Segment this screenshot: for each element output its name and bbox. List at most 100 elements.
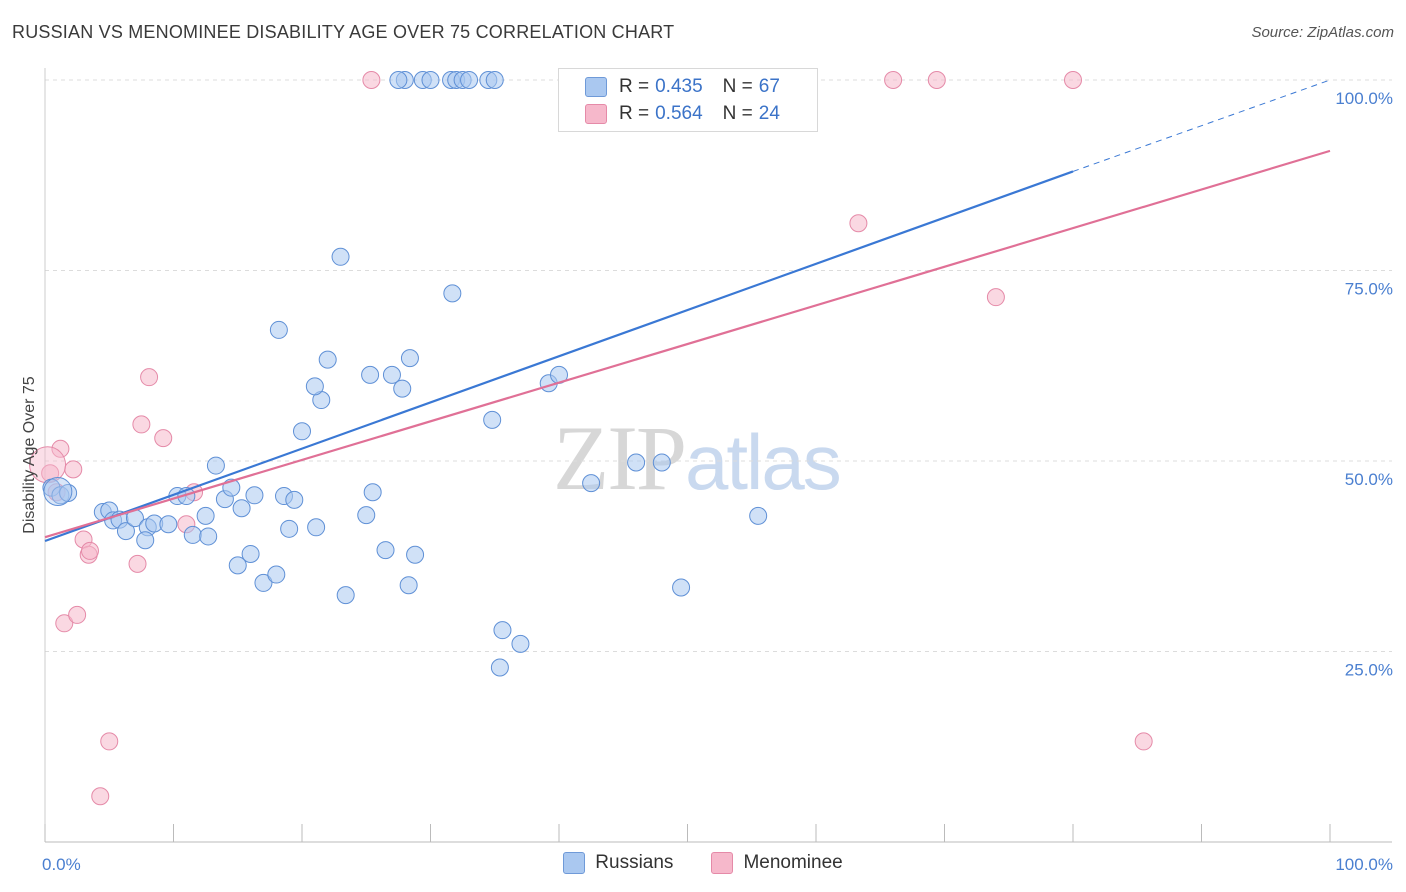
axes — [44, 68, 1392, 843]
source-label: Source: ZipAtlas.com — [1251, 24, 1394, 41]
russians-point — [400, 349, 419, 368]
russians-point — [399, 576, 418, 595]
russians-point — [460, 71, 479, 89]
russians-point — [269, 320, 288, 339]
legend-row-russians: R = 0.435 N = 67 — [585, 74, 780, 100]
russians-point — [206, 456, 225, 475]
menominee-point — [140, 368, 159, 387]
legend-r-value: 0.564 — [655, 103, 703, 124]
russians-point — [627, 453, 646, 472]
russians-point — [406, 545, 425, 564]
russians-point — [357, 506, 376, 525]
menominee-point — [128, 554, 147, 573]
menominee-point — [1134, 732, 1153, 751]
russians-point — [196, 506, 215, 525]
legend-n-value: 24 — [758, 103, 780, 124]
series-swatch-menominee — [711, 852, 734, 874]
russians-point — [267, 565, 286, 584]
russians-point — [159, 515, 178, 534]
russians-point — [307, 518, 326, 537]
russians-point — [652, 453, 671, 472]
russians-point — [43, 476, 73, 506]
russians-point — [361, 365, 380, 384]
russians-point — [254, 573, 273, 592]
menominee-point — [1064, 71, 1082, 89]
series-legend-russians: Russians — [563, 852, 673, 874]
russians-point — [305, 377, 324, 396]
russians-point — [443, 284, 462, 303]
trend-lines — [44, 79, 1331, 543]
legend-r-label: R = — [619, 103, 650, 124]
russians-point — [363, 483, 382, 502]
russians-point — [749, 506, 768, 525]
russians-point — [493, 621, 512, 640]
legend-n-value: 67 — [758, 76, 780, 97]
russians-point — [421, 71, 440, 89]
menominee-point — [91, 787, 110, 806]
legend-r-value: 0.435 — [655, 76, 703, 97]
menominee-trend-line — [44, 149, 1331, 539]
russians-point — [241, 544, 260, 563]
russians-trend-line — [44, 170, 1074, 543]
russians-point — [483, 410, 502, 429]
menominee-point — [132, 415, 151, 434]
series-legend-menominee: Menominee — [711, 852, 843, 874]
russians-point — [318, 350, 337, 369]
menominee-point — [362, 71, 381, 89]
menominee-point — [55, 614, 74, 633]
russians-point — [485, 71, 504, 89]
menominee-point — [986, 288, 1005, 307]
correlation-legend: R = 0.435 N = 67 R = 0.564 N = 24 — [558, 68, 818, 132]
chart-title: RUSSIAN VS MENOMINEE DISABILITY AGE OVER… — [12, 22, 675, 42]
y-tick-label: 100.0% — [1335, 89, 1393, 108]
russians-point — [136, 531, 155, 550]
legend-n-label: N = — [722, 76, 753, 97]
russians-point — [293, 422, 311, 441]
y-axis-label: Disability Age Over 75 — [21, 376, 38, 534]
russians-trend-extension — [1072, 79, 1331, 172]
russians-point — [245, 486, 264, 505]
series-label-russians: Russians — [595, 852, 674, 873]
menominee-point — [927, 71, 946, 89]
russians-point — [389, 71, 408, 89]
russians-point — [199, 527, 218, 546]
menominee-point — [884, 71, 903, 89]
series-swatch-russians — [563, 852, 586, 874]
tick-labels: 25.0% 50.0% 75.0% 100.0% 0.0% 100.0% — [42, 89, 1393, 874]
menominee-point — [80, 541, 99, 560]
menominee-point — [849, 214, 868, 233]
y-tick-label: 75.0% — [1345, 280, 1393, 299]
russians-point — [672, 578, 691, 597]
russians-point — [376, 541, 395, 560]
russians-point — [285, 490, 304, 509]
watermark: ZIPatlas — [553, 405, 842, 511]
legend-r-label: R = — [619, 76, 650, 97]
menominee-point — [64, 460, 83, 479]
russians-point — [280, 519, 299, 538]
legend-n-label: N = — [722, 103, 753, 124]
russians-point — [511, 634, 530, 653]
russians-point — [582, 474, 601, 493]
legend-swatch-russians — [585, 77, 607, 97]
russians-point — [116, 522, 135, 541]
legend-swatch-menominee — [585, 104, 607, 124]
x-tick-label: 0.0% — [42, 855, 81, 874]
menominee-point — [68, 605, 87, 624]
russians-point — [393, 379, 412, 398]
russians-point — [490, 658, 509, 677]
y-tick-label: 50.0% — [1345, 470, 1393, 489]
watermark-atlas: atlas — [685, 418, 842, 506]
legend-row-menominee: R = 0.564 N = 24 — [585, 101, 780, 127]
russians-point — [382, 365, 401, 384]
menominee-points — [29, 71, 1153, 806]
series-legend: Russians Menominee — [0, 852, 1406, 874]
menominee-point — [154, 429, 173, 448]
russians-point — [331, 247, 350, 266]
series-label-menominee: Menominee — [743, 852, 843, 873]
russians-point — [232, 499, 251, 518]
x-tick-label: 100.0% — [1335, 855, 1393, 874]
grid — [45, 79, 1392, 652]
russians-point — [228, 556, 247, 575]
russians-point — [183, 525, 202, 544]
